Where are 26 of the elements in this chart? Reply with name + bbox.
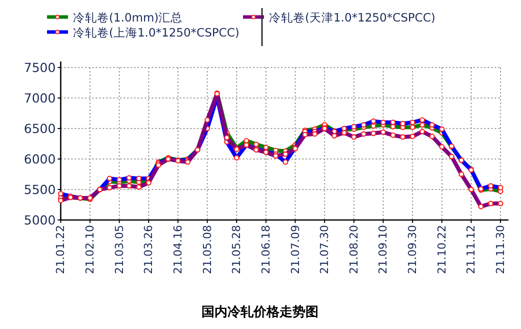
x-tick-label: 21.03.26 [142,225,156,274]
x-tick-label: 21.09.10 [376,225,390,274]
legend-label: 冷轧卷(上海1.0*1250*CSPCC) [73,26,240,40]
x-tick-label: 21.03.05 [112,225,126,274]
x-tick-label: 21.07.30 [318,225,332,274]
x-tick-label: 21.02.10 [84,225,97,274]
x-tick-label: 21.05.28 [230,225,244,274]
x-tick-label: 21.06.18 [259,225,272,274]
text: 国内冷轧价格走势图 [202,304,318,320]
legend-label: 冷轧卷(1.0mm)汇总 [73,10,183,24]
x-tick-label: 21.11.12 [464,225,478,274]
y-tick-label: 6500 [24,121,56,136]
x-tick-label: 21.09.30 [406,225,420,274]
legend-label: 冷轧卷(天津1.0*1250*CSPCC) [269,10,436,24]
y-tick-label: 6000 [24,152,56,166]
x-tick-label: 21.05.08 [200,225,214,274]
x-tick-label: 21.01.22 [54,225,68,274]
x-tick-label: 21.11.30 [494,225,507,274]
x-tick-label: 21.07.09 [288,225,302,274]
y-tick-label: 5000 [24,212,56,228]
y-tick-label: 7000 [24,90,56,106]
x-tick-label: 21.08.20 [347,225,360,274]
y-tick-label: 5500 [24,182,56,197]
x-tick-label: 21.04.16 [171,225,184,274]
x-tick-label: 21.10.22 [435,225,448,274]
y-tick-label: 7500 [24,60,56,75]
